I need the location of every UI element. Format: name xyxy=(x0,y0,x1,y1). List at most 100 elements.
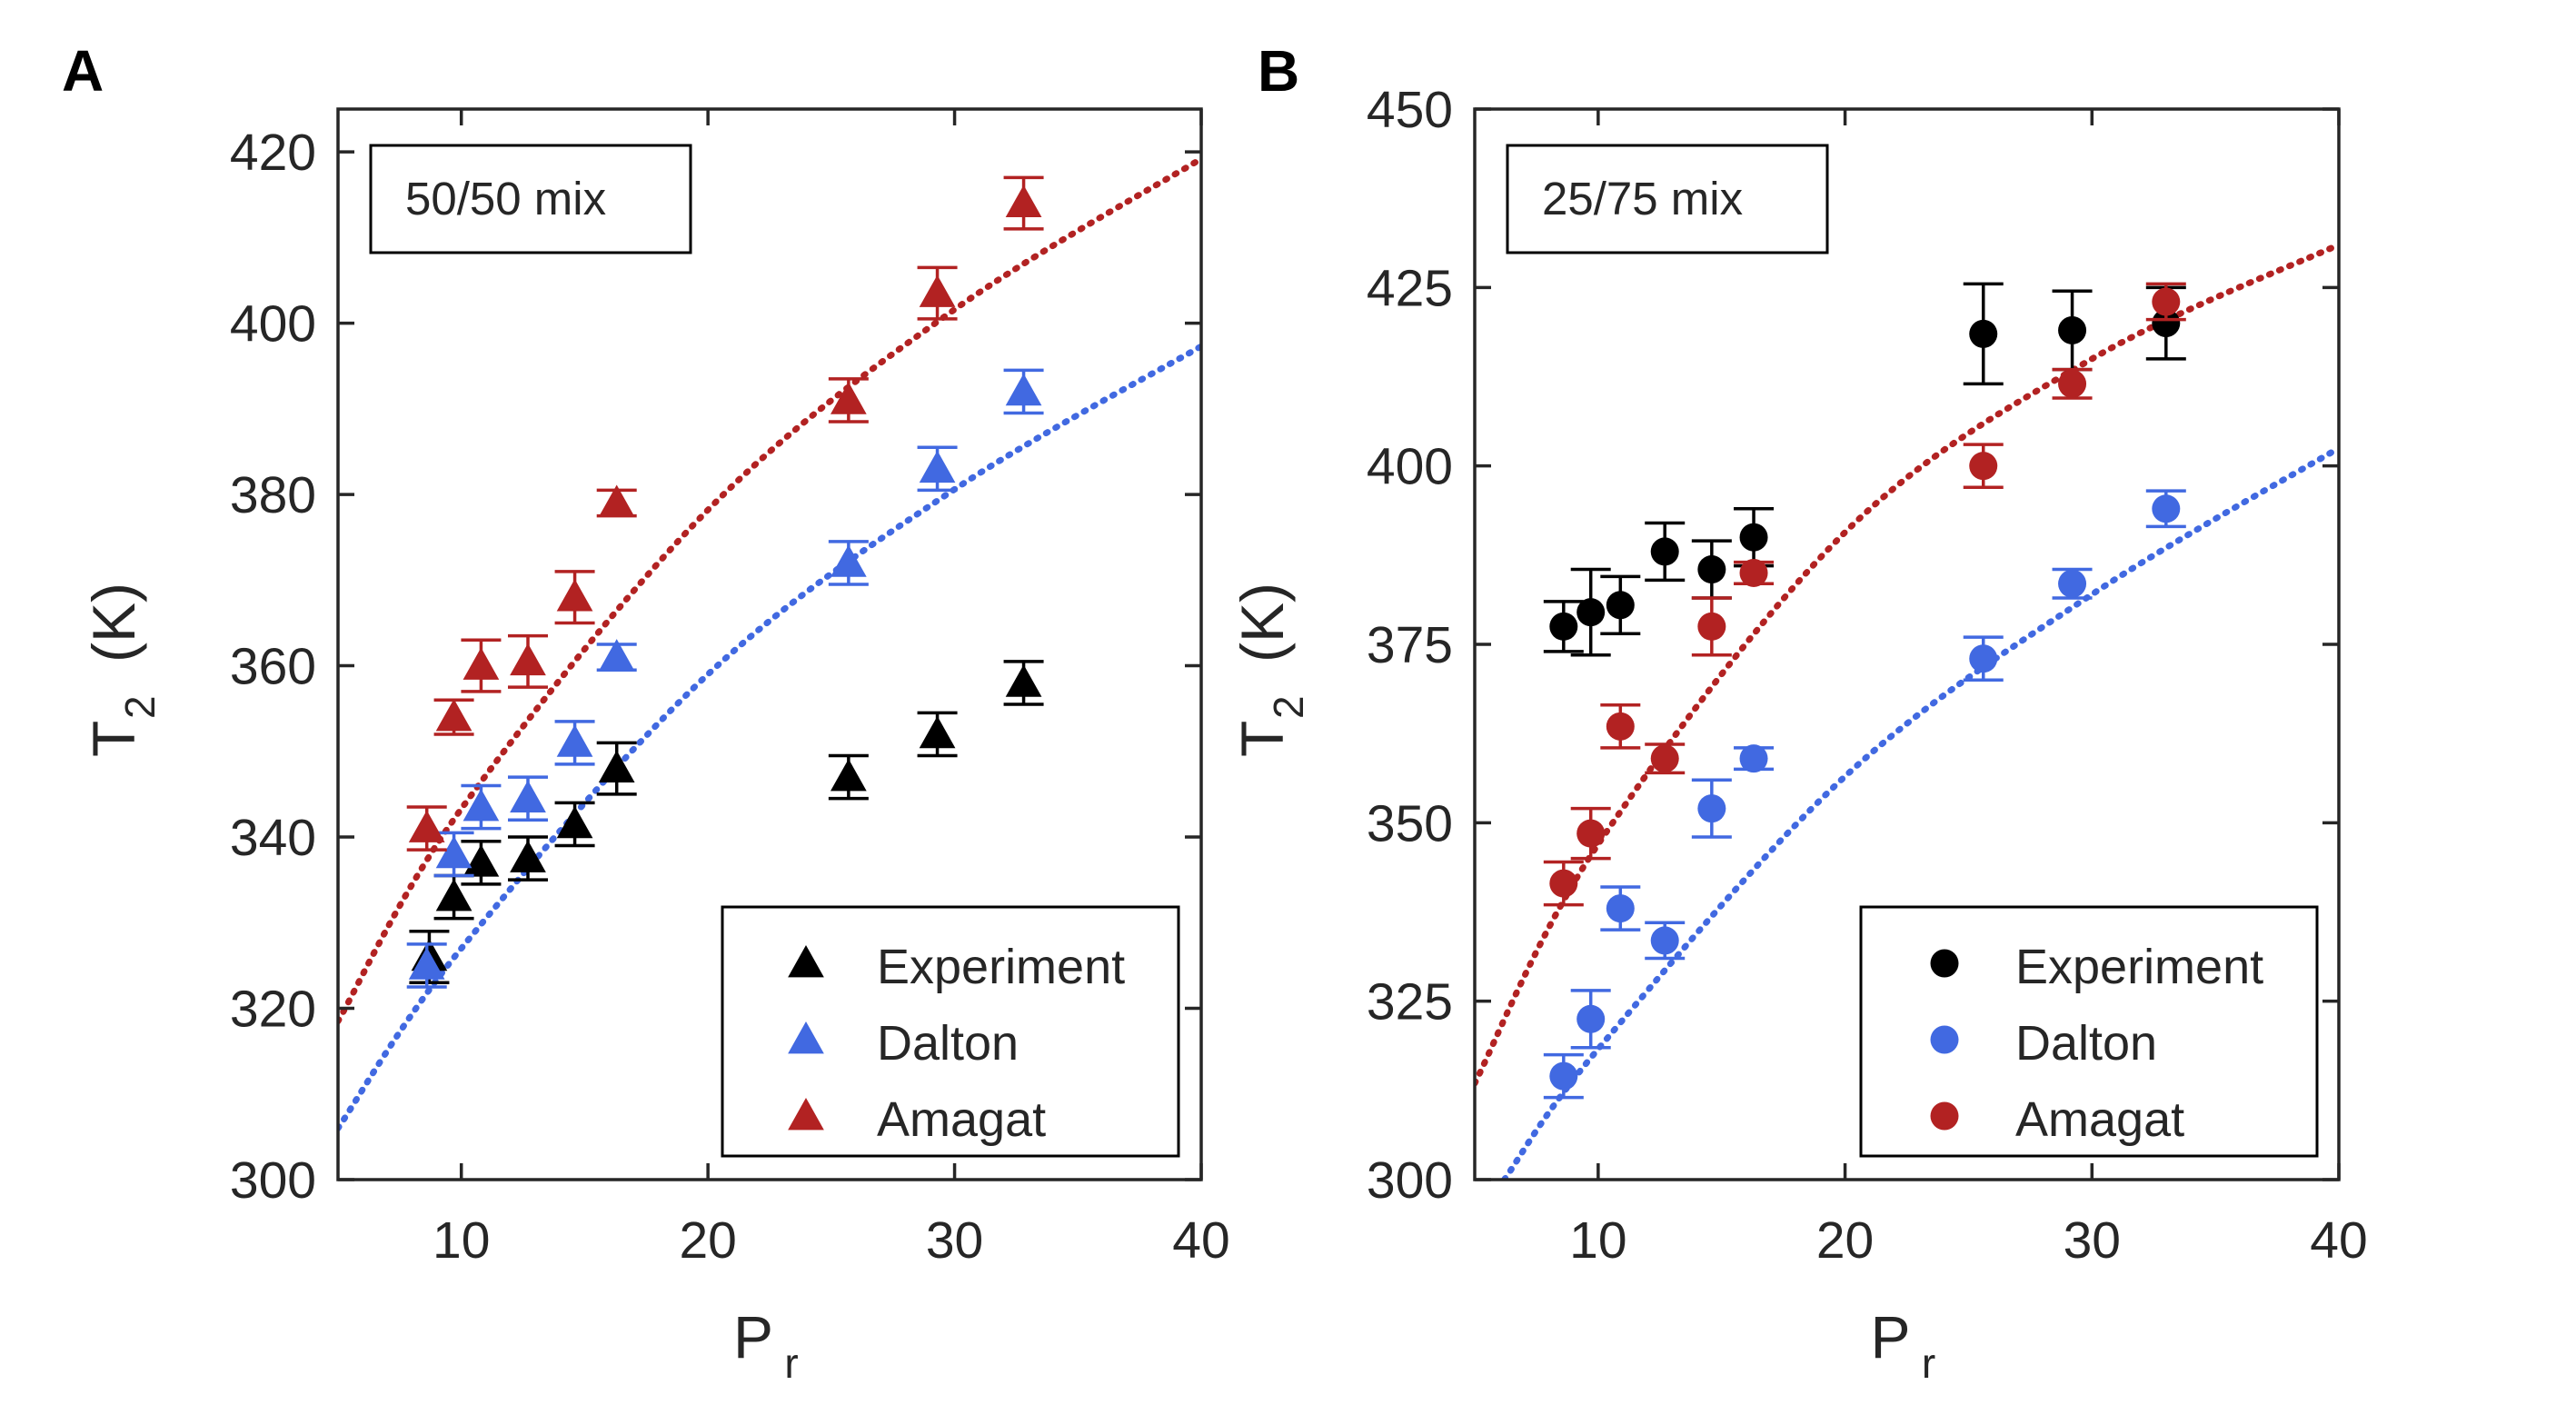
x-axis-label-sub: r xyxy=(1922,1340,1935,1387)
data-point-dalton xyxy=(1576,1004,1606,1033)
fit-curve-dalton xyxy=(338,343,1201,1131)
legend-marker-dalton xyxy=(788,1021,824,1054)
y-tick-label: 400 xyxy=(1367,438,1453,496)
data-point-amagat xyxy=(462,647,500,680)
data-point-experiment xyxy=(556,805,593,839)
legend-marker-amagat xyxy=(788,1097,824,1131)
data-point-amagat xyxy=(1969,452,1998,481)
x-tick-label: 20 xyxy=(679,1211,736,1270)
legend: Experiment Dalton Amagat xyxy=(1859,905,2319,1158)
legend-marker-experiment xyxy=(1930,949,1959,978)
data-point-experiment xyxy=(830,759,867,792)
data-point-amagat xyxy=(435,699,472,732)
x-axis-label-sub: r xyxy=(784,1340,798,1387)
x-axis-label: P xyxy=(733,1303,773,1370)
data-point-dalton xyxy=(1005,373,1042,406)
data-point-dalton xyxy=(1606,894,1635,923)
panel-b: B 10 20 30 40 300 325 350 375 400 425 450 P r T2 (K) 25/… xyxy=(1228,38,2368,1387)
data-point-dalton xyxy=(919,450,956,483)
x-tick-label: 20 xyxy=(1816,1211,1874,1270)
legend-label-dalton: Dalton xyxy=(2015,1016,2157,1071)
data-point-experiment xyxy=(1606,591,1635,620)
legend-label-dalton: Dalton xyxy=(877,1016,1019,1071)
data-point-dalton xyxy=(435,835,472,869)
data-point-amagat xyxy=(1576,819,1606,848)
data-point-amagat xyxy=(408,810,445,842)
panel-letter: A xyxy=(62,38,104,104)
legend-label-amagat: Amagat xyxy=(877,1092,1046,1147)
y-tick-label: 425 xyxy=(1367,259,1453,317)
data-point-experiment xyxy=(1650,537,1679,566)
data-point-experiment xyxy=(510,840,546,872)
data-point-amagat xyxy=(1650,744,1679,773)
annotation-frame xyxy=(369,144,692,254)
data-point-dalton xyxy=(1969,644,1998,673)
data-point-experiment xyxy=(1739,523,1768,552)
data-point-dalton xyxy=(830,544,867,577)
data-point-amagat xyxy=(919,274,956,307)
fit-curve-amagat xyxy=(338,155,1201,1025)
y-axis-label: T2 (K) xyxy=(1228,583,1312,757)
data-point-amagat xyxy=(510,643,546,676)
y-tick-label: 325 xyxy=(1367,973,1453,1031)
data-point-experiment xyxy=(1576,598,1606,627)
data-point-experiment xyxy=(1697,555,1726,584)
data-point-amagat xyxy=(1697,612,1726,641)
panel-a: A 10 20 30 40 300 320 340 360 380 400 420 P r T2 (K) 50/… xyxy=(62,38,1230,1387)
y-tick-label: 450 xyxy=(1367,81,1453,139)
fit-curves xyxy=(338,155,1201,1131)
series-dalton xyxy=(406,368,1044,989)
data-point-experiment xyxy=(1549,612,1578,641)
data-point-dalton xyxy=(408,947,445,980)
y-tick-label: 380 xyxy=(230,466,316,524)
y-tick-label: 300 xyxy=(1367,1151,1453,1210)
data-point-dalton xyxy=(2152,494,2181,523)
series-dalton xyxy=(1543,489,2186,1100)
data-point-experiment xyxy=(462,844,500,877)
y-tick-label: 300 xyxy=(230,1151,316,1210)
x-tick-label: 40 xyxy=(1172,1211,1229,1270)
plot-frame xyxy=(336,107,1203,1181)
fit-curve-dalton xyxy=(1501,444,2339,1180)
data-point-experiment xyxy=(919,715,956,749)
data-point-dalton xyxy=(1650,926,1679,955)
legend-marker-dalton xyxy=(1930,1025,1959,1054)
data-point-experiment xyxy=(598,750,635,782)
annotation-text: 50/50 mix xyxy=(405,173,606,224)
x-tick-label: 10 xyxy=(1569,1211,1626,1270)
y-tick-label: 375 xyxy=(1367,616,1453,674)
annotation-box: 50/50 mix xyxy=(369,144,692,254)
y-tick-label: 420 xyxy=(230,124,316,182)
x-axis-label: P xyxy=(1870,1303,1910,1370)
x-tick-label: 30 xyxy=(926,1211,983,1270)
series-experiment xyxy=(409,660,1044,984)
annotation-box: 25/75 mix xyxy=(1506,144,1829,254)
x-tick-label: 40 xyxy=(2310,1211,2367,1270)
data-point-amagat xyxy=(1739,558,1768,587)
x-tick-label: 10 xyxy=(433,1211,490,1270)
legend-marker-experiment xyxy=(788,944,824,978)
data-point-amagat xyxy=(830,382,867,414)
y-axis-label-sub: 2 xyxy=(116,695,164,719)
data-point-amagat xyxy=(2152,287,2181,316)
series-amagat xyxy=(1543,282,2186,907)
panel-letter: B xyxy=(1258,38,1299,104)
data-point-experiment xyxy=(435,878,472,912)
data-point-amagat xyxy=(1606,712,1635,741)
annotation-frame xyxy=(1506,144,1829,254)
y-tick-label: 320 xyxy=(230,981,316,1039)
legend-label-experiment: Experiment xyxy=(2015,940,2263,994)
data-point-dalton xyxy=(462,789,500,822)
y-tick-label: 360 xyxy=(230,638,316,696)
y-axis-label-unit: (K) xyxy=(80,583,147,663)
data-point-experiment xyxy=(1969,319,1998,348)
legend: Experiment Dalton Amagat xyxy=(721,905,1180,1158)
y-tick-label: 400 xyxy=(230,295,316,354)
data-point-experiment xyxy=(2152,309,2181,338)
y-axis-label-main: T xyxy=(1228,721,1296,757)
data-point-dalton xyxy=(1697,794,1726,823)
data-point-dalton xyxy=(556,724,593,757)
data-point-dalton xyxy=(2058,569,2087,598)
data-point-amagat xyxy=(556,579,593,612)
